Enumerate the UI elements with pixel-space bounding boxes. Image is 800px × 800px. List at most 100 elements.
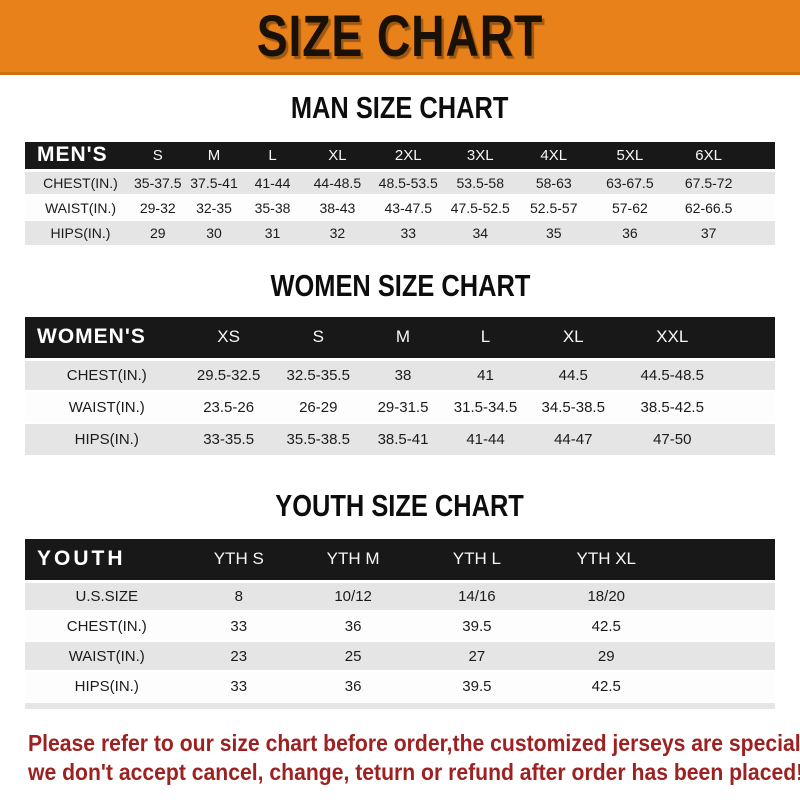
women-section-title-text: WOMEN SIZE CHART [270,268,530,303]
cell: 34 [444,219,517,245]
men-size-3xl: 3XL [444,142,517,172]
cell: 41-44 [242,170,303,195]
youth-ussize-row: U.S.SIZE 8 10/12 14/16 18/20 [25,581,775,611]
cell: 32 [302,219,373,245]
cell: 58-63 [516,170,592,195]
cell: 27 [411,640,543,671]
row-label: HIPS(IN.) [25,422,183,455]
cell: 42.5 [542,670,670,701]
footer-note-line2: we don't accept cancel, change, teturn o… [28,759,800,785]
cell: 63-67.5 [591,170,669,195]
row-label: CHEST(IN.) [25,359,183,391]
cell: 33-35.5 [182,422,275,455]
cell: 44.5 [526,359,620,391]
men-size-s: S [130,142,186,172]
youth-size-m: YTH M [295,539,412,583]
cell: 31.5-34.5 [444,390,527,423]
women-size-m: M [361,317,445,361]
women-size-xxl: XXL [619,317,725,361]
cell: 43-47.5 [372,194,445,220]
spacer-cell [670,610,775,641]
cell: 39.5 [411,610,543,641]
banner: SIZE CHART [0,0,800,75]
women-hips-row: HIPS(IN.) 33-35.5 35.5-38.5 38.5-41 41-4… [25,422,775,455]
cell: 38.5-42.5 [619,390,725,423]
cell: 35-38 [242,194,303,220]
cell: 31 [242,219,303,245]
women-waist-row: WAIST(IN.) 23.5-26 26-29 29-31.5 31.5-34… [25,390,775,423]
cell: 35.5-38.5 [274,422,362,455]
men-size-xl: XL [302,142,373,172]
cell: 41 [444,359,527,391]
youth-size-xl: YTH XL [542,539,670,583]
row-label: HIPS(IN.) [25,670,183,701]
youth-waist-row: WAIST(IN.) 23 25 27 29 [25,640,775,671]
cell: 33 [182,610,295,641]
cell: 38 [361,359,445,391]
spacer-cell [748,194,775,220]
spacer-cell [748,219,775,245]
cell: 33 [372,219,445,245]
men-chest-row: CHEST(IN.) 35-37.5 37.5-41 41-44 44-48.5… [25,170,775,195]
cell: 53.5-58 [444,170,517,195]
cell: 44-47 [526,422,620,455]
cell: 42.5 [542,610,670,641]
youth-table-bottom-strip [25,703,775,709]
cell: 35-37.5 [130,170,186,195]
cell: 67.5-72 [668,170,749,195]
women-size-l: L [444,317,527,361]
men-header-label: MEN'S [25,142,130,172]
youth-header-row: YOUTH YTH S YTH M YTH L YTH XL [25,539,775,583]
men-section-title: MAN SIZE CHART [0,90,800,126]
cell: 48.5-53.5 [372,170,445,195]
cell: 36 [295,610,412,641]
men-waist-row: WAIST(IN.) 29-32 32-35 35-38 38-43 43-47… [25,194,775,220]
footer-note-line1: Please refer to our size chart before or… [28,730,800,756]
cell: 33 [182,670,295,701]
spacer-cell [670,581,775,611]
youth-header-label: YOUTH [25,539,183,583]
cell: 38-43 [302,194,373,220]
youth-section-title-text: YOUTH SIZE CHART [275,488,525,523]
cell: 32.5-35.5 [274,359,362,391]
spacer-cell [724,359,775,391]
women-size-s: S [274,317,362,361]
cell: 14/16 [411,581,543,611]
row-label: WAIST(IN.) [25,640,183,671]
cell: 57-62 [591,194,669,220]
row-label: WAIST(IN.) [25,390,183,423]
youth-size-table: YOUTH YTH S YTH M YTH L YTH XL U.S.SIZE … [25,539,775,701]
cell: 23.5-26 [182,390,275,423]
cell: 29 [130,219,186,245]
cell: 30 [185,219,243,245]
men-header-row: MEN'S S M L XL 2XL 3XL 4XL 5XL 6XL [25,142,775,172]
cell: 44.5-48.5 [619,359,725,391]
women-section-title: WOMEN SIZE CHART [0,268,800,304]
youth-hips-row: HIPS(IN.) 33 36 39.5 42.5 [25,670,775,701]
cell: 44-48.5 [302,170,373,195]
women-chest-row: CHEST(IN.) 29.5-32.5 32.5-35.5 38 41 44.… [25,359,775,391]
cell: 18/20 [542,581,670,611]
cell: 52.5-57 [516,194,592,220]
spacer-cell [748,142,775,172]
men-size-5xl: 5XL [591,142,669,172]
spacer-cell [670,539,775,583]
youth-chest-row: CHEST(IN.) 33 36 39.5 42.5 [25,610,775,641]
men-size-2xl: 2XL [372,142,445,172]
row-label: HIPS(IN.) [25,219,130,245]
row-label: WAIST(IN.) [25,194,130,220]
cell: 34.5-38.5 [526,390,620,423]
women-size-xl: XL [526,317,620,361]
cell: 25 [295,640,412,671]
women-header-row: WOMEN'S XS S M L XL XXL [25,317,775,361]
cell: 62-66.5 [668,194,749,220]
cell: 39.5 [411,670,543,701]
youth-size-s: YTH S [182,539,295,583]
cell: 37 [668,219,749,245]
cell: 29.5-32.5 [182,359,275,391]
cell: 35 [516,219,592,245]
cell: 47-50 [619,422,725,455]
spacer-cell [670,640,775,671]
cell: 32-35 [185,194,243,220]
